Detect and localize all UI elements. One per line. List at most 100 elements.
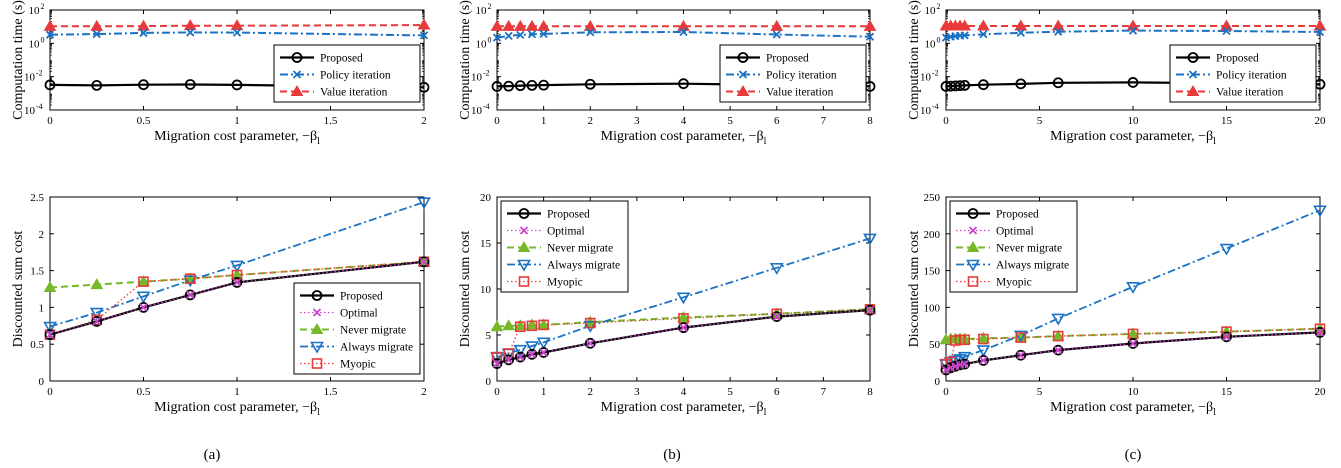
x-tick-label: 1.5 [324,115,338,127]
marker-proposed [231,79,243,91]
marker-proposed [418,256,430,268]
markers [43,197,431,341]
chart-panel-5: 0 1 2 3 4 5 6 7 8 0 5 10 15 20 Proposed Optimal Never mi… [458,192,877,418]
marker-value-iteration [290,85,304,96]
marker-proposed [231,276,243,288]
x-tick-label: 5 [727,386,733,398]
marker-proposed [678,322,689,334]
marker-myopic [515,321,526,333]
legend-label-optimal: Optimal [547,226,585,238]
marker-proposed [978,79,989,91]
y-tick-label: 10 [471,72,483,84]
marker-myopic [959,334,971,346]
y-tick-exponent: -2 [932,69,939,78]
x-axis-label-subscript: l [1213,136,1216,147]
y-tick-label: 1 [39,302,45,314]
series-line-value-iteration [50,24,424,28]
marker-policy-iteration [1188,70,1198,79]
marker-policy-iteration [292,70,302,79]
marker-always-migrate [1013,330,1028,343]
marker-proposed [503,80,515,92]
y-tick-exponent: 2 [937,2,941,11]
marker-proposed [864,304,876,316]
chart-panel-4: 0 0.5 1 1.5 2 0 0.5 1 1.5 2 2.5 Proposed Optimal Neve… [11,192,431,418]
marker-always-migrate [676,292,691,305]
marker-value-iteration [90,19,104,31]
y-tick-label: 1.5 [30,266,44,278]
marker-always-migrate [1051,313,1066,326]
marker-value-iteration [977,19,990,31]
marker-policy-iteration [419,31,429,40]
marker-policy-iteration [527,30,537,39]
marker-never-migrate [310,323,324,334]
x-tick-label: 3 [634,386,640,398]
marker-proposed [737,52,749,63]
marker-proposed [1015,78,1027,90]
series-line-optimal [50,261,424,336]
y-tick-exponent: -4 [932,102,939,111]
marker-proposed [44,79,56,91]
y-tick-label: 250 [924,192,941,204]
x-tick-label: 8 [867,115,873,127]
marker-optimal [1016,351,1025,360]
marker-proposed [954,80,966,92]
marker-value-iteration [43,19,57,31]
marker-myopic [978,333,989,345]
markers [490,233,877,369]
marker-policy-iteration [492,33,502,42]
marker-always-migrate [583,321,598,333]
marker-optimal [951,362,960,371]
x-tick-label: 2 [588,115,594,127]
x-axis-label: Migration cost parameter, −βl [154,400,320,418]
marker-always-migrate [513,344,528,357]
y-tick-label: 10 [29,38,41,50]
marker-value-iteration [677,19,690,31]
legend-label-policy-iteration: Policy iteration [766,70,837,82]
x-tick-label: 20 [1315,115,1327,127]
legend-label-value-iteration: Value iteration [320,87,388,99]
marker-always-migrate [769,263,784,275]
y-axis-label: Computation time (s) [907,0,922,120]
marker-proposed [518,208,530,219]
y-tick-exponent: 0 [937,35,941,44]
marker-never-migrate [90,278,104,290]
marker-myopic [311,358,323,369]
marker-proposed [1314,327,1326,338]
x-tick-label: 10 [1128,386,1140,398]
marker-value-iteration [502,19,516,31]
x-tick-label: 7 [821,115,827,127]
plot-area [50,201,424,336]
marker-policy-iteration [1315,27,1325,37]
x-tick-label: 7 [821,386,827,398]
marker-optimal [941,365,951,375]
marker-always-migrate [417,197,431,210]
marker-proposed [184,289,196,301]
marker-myopic [231,269,243,281]
x-axis-label: Migration cost parameter, −βl [1050,400,1216,418]
plot-area [50,24,424,89]
marker-value-iteration [736,85,750,96]
marker-optimal [519,226,529,235]
marker-policy-iteration [679,27,688,37]
marker-proposed [91,79,103,91]
legend: Proposed Optimal Never migrate Always migra… [500,200,629,293]
marker-policy-iteration [772,30,781,39]
series-line-always-migrate [946,209,1320,365]
marker-value-iteration [537,19,550,31]
x-axis-label: Migration cost parameter, −βl [601,129,767,147]
legend-label-proposed: Proposed [1216,53,1259,65]
marker-proposed [978,354,989,366]
marker-proposed [538,79,550,91]
y-tick-label: 100 [924,302,941,314]
marker-always-migrate [525,341,539,354]
marker-optimal [960,359,969,369]
marker-policy-iteration [504,31,513,41]
legend-label-optimal: Optimal [996,226,1034,238]
marker-never-migrate [677,311,690,323]
y-axis-label: Discounted sum cost [11,231,26,348]
markers [43,18,431,93]
marker-never-migrate [966,241,980,252]
marker-always-migrate [230,260,244,273]
marker-value-iteration [137,19,150,31]
